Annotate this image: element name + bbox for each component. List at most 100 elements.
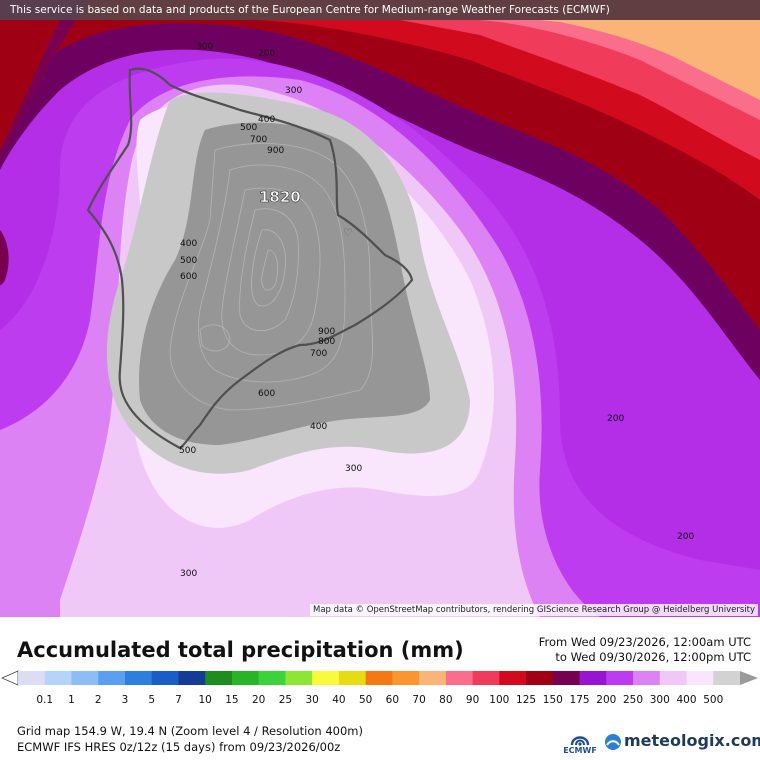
contour-label: 600 <box>258 389 275 399</box>
scale-tick-label: 10 <box>198 694 211 706</box>
scale-tick-label: 70 <box>412 694 425 706</box>
scale-swatch <box>445 671 474 685</box>
field-175-spot <box>0 230 9 285</box>
scale-swatch <box>659 671 688 685</box>
peak-value-label: 1820 <box>259 188 301 206</box>
scale-swatch <box>713 671 741 685</box>
scale-swatch <box>526 671 554 685</box>
scale-swatch <box>392 671 420 685</box>
valid-to-date: to Wed 09/30/2026, 12:00pm UTC <box>555 650 751 664</box>
scale-tick-label: 400 <box>676 694 696 706</box>
scale-tick-label: 20 <box>252 694 265 706</box>
contour-label: 900 <box>267 146 284 156</box>
scale-tick-label: 60 <box>386 694 399 706</box>
contour-label: 300 <box>345 464 362 474</box>
scale-swatch <box>338 671 367 685</box>
contour-label: 700 <box>310 349 327 359</box>
contour-label-group: 300 200 300 400 500 700 900 400 500 600 … <box>179 42 694 579</box>
valid-from-date: From Wed 09/23/2026, 12:00am UTC <box>538 635 751 649</box>
scale-tick-label: 250 <box>623 694 643 706</box>
scale-swatch <box>686 671 714 685</box>
ecmwf-logo-text: ECMWF <box>563 746 597 755</box>
scale-swatch <box>71 671 99 685</box>
scale-tick-label: 25 <box>279 694 292 706</box>
scale-tick-label: 50 <box>359 694 372 706</box>
scale-swatch <box>285 671 313 685</box>
contour-label: 400 <box>310 422 327 432</box>
scale-tick-label: 7 <box>175 694 182 706</box>
scale-tick-label: 300 <box>650 694 670 706</box>
contour-label: 900 <box>318 327 335 337</box>
meteologix-logo[interactable]: meteologix.com <box>604 730 760 754</box>
scale-swatch <box>552 671 581 685</box>
scale-swatch <box>151 671 179 685</box>
scale-tick-label: 500 <box>703 694 723 706</box>
scale-tick-label: 125 <box>516 694 536 706</box>
contour-label: 200 <box>258 49 275 59</box>
scale-swatch <box>18 671 46 685</box>
scale-tick-label: 0.1 <box>36 694 53 706</box>
scale-tick-label: 200 <box>596 694 616 706</box>
scale-tick-label: 100 <box>489 694 509 706</box>
ecmwf-notice-bar: This service is based on data and produc… <box>0 0 760 20</box>
scale-swatch <box>606 671 634 685</box>
scale-tick-label: 3 <box>122 694 129 706</box>
scale-swatch <box>98 671 126 685</box>
scale-swatch <box>258 671 286 685</box>
scale-swatch <box>419 671 447 685</box>
scale-swatch <box>633 671 661 685</box>
scale-swatch <box>312 671 340 685</box>
grid-info: Grid map 154.9 W, 19.4 N (Zoom level 4 /… <box>17 724 363 738</box>
scale-tick-label: 175 <box>570 694 590 706</box>
scale-swatch <box>499 671 527 685</box>
scale-arrow-left <box>1 670 19 686</box>
meteologix-logo-icon <box>605 734 621 750</box>
meteologix-logo-text: meteologix.com <box>624 731 760 750</box>
scale-swatch <box>365 671 393 685</box>
max-marker-icon: ♡ <box>343 226 353 239</box>
contour-label: 300 <box>285 86 302 96</box>
contour-label: 500 <box>179 446 196 456</box>
island-coastline <box>86 67 414 450</box>
map-canvas: 300 200 300 400 500 700 900 400 500 600 … <box>0 0 760 617</box>
scale-tick-label: 40 <box>332 694 345 706</box>
scale-swatch <box>205 671 233 685</box>
field-150-west <box>0 20 60 150</box>
contour-label: 500 <box>180 256 197 266</box>
scale-swatch <box>124 671 153 685</box>
contour-label: 500 <box>240 123 257 133</box>
scale-tick-label: 15 <box>225 694 238 706</box>
scale-tick-label: 30 <box>305 694 318 706</box>
contour-label: 600 <box>180 272 197 282</box>
scale-swatch <box>579 671 607 685</box>
field-700 <box>139 122 430 445</box>
contour-label: 400 <box>258 115 275 125</box>
contour-label: 300 <box>196 42 213 52</box>
legend-panel: Accumulated total precipitation (mm) Fro… <box>0 617 760 760</box>
scale-tick-label: 90 <box>466 694 479 706</box>
contour-label: 200 <box>677 532 694 542</box>
scale-swatch <box>472 671 500 685</box>
scale-tick-label: 1 <box>68 694 75 706</box>
scale-arrow-right <box>740 671 758 685</box>
scale-swatch <box>44 671 72 685</box>
contour-label: 400 <box>180 239 197 249</box>
ecmwf-logo-icon <box>570 736 590 746</box>
scale-swatch <box>231 671 260 685</box>
precipitation-map[interactable]: 300 200 300 400 500 700 900 400 500 600 … <box>0 0 760 617</box>
map-attribution[interactable]: Map data © OpenStreetMap contributors, r… <box>310 604 758 616</box>
contour-label: 800 <box>318 337 335 347</box>
scale-tick-label: 80 <box>439 694 452 706</box>
scale-tick-label: 150 <box>543 694 563 706</box>
scale-tick-label: 2 <box>95 694 102 706</box>
field-80 <box>540 20 760 100</box>
legend-title: Accumulated total precipitation (mm) <box>17 638 464 662</box>
scale-tick-label: 5 <box>148 694 155 706</box>
contour-label: 300 <box>180 569 197 579</box>
model-info: ECMWF IFS HRES 0z/12z (15 days) from 09/… <box>17 740 341 754</box>
ecmwf-logo[interactable]: ECMWF <box>558 729 602 757</box>
color-scale-bar: 0.1 1 2 3 5 7 10 15 20 25 30 40 50 60 70 80 90 100 125 150 1… <box>1 670 758 706</box>
contour-label: 200 <box>607 414 624 424</box>
scale-swatch <box>178 671 206 685</box>
contour-label: 700 <box>250 135 267 145</box>
